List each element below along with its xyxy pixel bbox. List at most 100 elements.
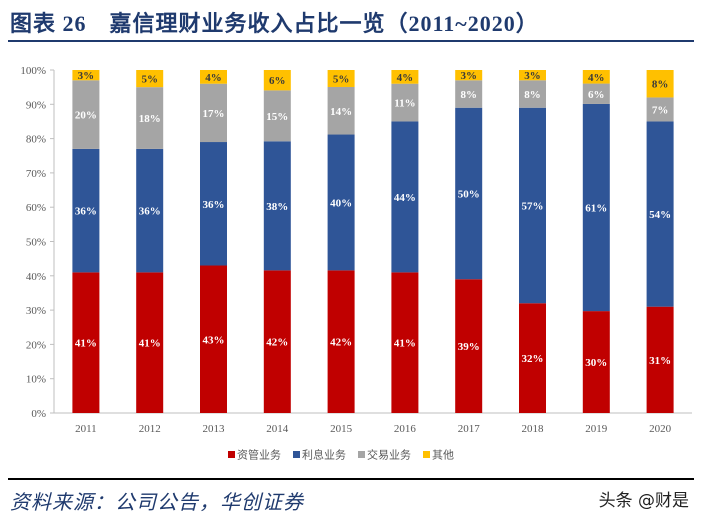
data-label: 8% — [524, 89, 541, 101]
data-label: 4% — [397, 72, 414, 84]
bar-segment-2018-0 — [519, 303, 546, 413]
bar-segment-2016-3 — [391, 70, 419, 84]
y-tick-label: 30% — [26, 305, 46, 317]
data-label: 42% — [330, 337, 352, 349]
data-label: 38% — [266, 201, 288, 213]
data-label: 54% — [649, 209, 671, 221]
data-label: 32% — [522, 353, 544, 365]
x-tick-label: 2013 — [203, 423, 226, 435]
bar-segment-2011-2 — [72, 80, 100, 149]
x-tick-label: 2011 — [75, 423, 97, 435]
data-label: 41% — [75, 338, 97, 350]
bar-segment-2019-1 — [582, 103, 610, 312]
title-divider — [8, 40, 694, 42]
bar-segment-2020-2 — [646, 97, 674, 122]
bar-segment-2015-3 — [327, 70, 355, 87]
bar-segment-2011-3 — [72, 70, 100, 81]
data-label: 36% — [139, 206, 161, 218]
bar-segment-2018-2 — [519, 80, 546, 108]
data-label: 20% — [75, 110, 97, 122]
legend-label: 利息业务 — [302, 448, 346, 462]
y-tick-label: 50% — [26, 237, 46, 249]
data-label: 36% — [75, 206, 97, 218]
data-label: 41% — [139, 338, 161, 350]
bar-segment-2012-3 — [136, 70, 164, 88]
watermark: 头条 @财是 — [598, 491, 689, 511]
bar-segment-2017-3 — [455, 70, 483, 81]
data-label: 31% — [649, 355, 671, 367]
data-label: 6% — [269, 75, 286, 87]
data-label: 14% — [330, 106, 352, 118]
bar-segment-2016-1 — [391, 121, 419, 273]
data-label: 3% — [78, 70, 95, 82]
bar-segment-2020-0 — [646, 306, 674, 413]
bar-segment-2018-1 — [519, 107, 546, 304]
bar-segment-2018-3 — [519, 70, 546, 81]
source-divider — [8, 478, 694, 480]
y-tick-label: 40% — [26, 271, 46, 283]
y-tick-label: 20% — [26, 339, 46, 351]
bar-segment-2015-1 — [327, 134, 355, 271]
legend-swatch — [293, 451, 300, 458]
data-label: 4% — [588, 72, 605, 84]
bar-segment-2011-0 — [72, 272, 100, 413]
data-label: 30% — [585, 357, 607, 369]
y-tick-label: 70% — [26, 168, 46, 180]
data-label: 3% — [460, 70, 477, 82]
x-tick-label: 2017 — [458, 423, 481, 435]
data-label: 18% — [139, 113, 161, 125]
data-label: 57% — [522, 200, 544, 212]
source-note: 资料来源：公司公告，华创证券 — [10, 492, 304, 514]
x-tick-label: 2020 — [649, 423, 672, 435]
legend-label: 交易业务 — [367, 448, 411, 462]
data-label: 5% — [141, 74, 158, 86]
data-label: 3% — [524, 70, 541, 82]
legend-swatch — [423, 451, 430, 458]
data-label: 7% — [652, 104, 669, 116]
bar-segment-2020-1 — [646, 121, 674, 307]
bar-segment-2013-3 — [200, 70, 227, 84]
data-label: 50% — [458, 188, 480, 200]
data-label: 8% — [460, 89, 477, 101]
bar-segment-2015-0 — [327, 270, 355, 413]
y-tick-label: 60% — [26, 202, 46, 214]
y-tick-label: 0% — [31, 408, 46, 420]
x-tick-label: 2015 — [330, 423, 353, 435]
data-label: 8% — [652, 79, 669, 91]
data-label: 36% — [203, 199, 225, 211]
bar-segment-2011-1 — [72, 148, 100, 273]
data-label: 5% — [333, 73, 350, 85]
bar-segment-2013-2 — [200, 83, 227, 143]
bar-segment-2017-0 — [455, 279, 483, 413]
bar-segment-2016-0 — [391, 272, 419, 413]
data-label: 44% — [394, 192, 416, 204]
bar-segment-2019-0 — [582, 311, 610, 413]
data-label: 39% — [458, 341, 480, 353]
y-tick-label: 80% — [26, 134, 46, 146]
bar-segment-2013-1 — [200, 142, 227, 266]
data-label: 43% — [203, 334, 225, 346]
x-tick-label: 2018 — [522, 423, 545, 435]
data-label: 40% — [330, 197, 352, 209]
bar-segment-2015-2 — [327, 86, 355, 135]
bar-segment-2020-3 — [646, 70, 674, 98]
bar-segment-2013-0 — [200, 265, 227, 413]
x-tick-label: 2016 — [394, 423, 417, 435]
stacked-bar-chart: 0% 10% 20% 30% 40% 50% 60% 70% 80% 90% 100% 41% 36% 2… — [20, 65, 692, 462]
data-label: 15% — [266, 111, 288, 123]
data-label: 6% — [588, 89, 605, 101]
bar-segment-2017-2 — [455, 80, 483, 108]
data-label: 61% — [585, 203, 607, 215]
x-tick-label: 2012 — [139, 423, 161, 435]
x-tick-label: 2019 — [585, 423, 608, 435]
y-tick-label: 10% — [26, 374, 46, 386]
bar-segment-2012-0 — [136, 272, 164, 413]
bar-segment-2012-2 — [136, 87, 164, 149]
data-label: 42% — [266, 337, 288, 349]
bar-segment-2012-1 — [136, 148, 164, 273]
legend-label: 资管业务 — [237, 448, 281, 462]
x-tick-label: 2014 — [266, 423, 289, 435]
data-label: 4% — [205, 72, 222, 84]
y-tick-label: 90% — [26, 99, 46, 111]
bar-segment-2017-1 — [455, 107, 483, 280]
